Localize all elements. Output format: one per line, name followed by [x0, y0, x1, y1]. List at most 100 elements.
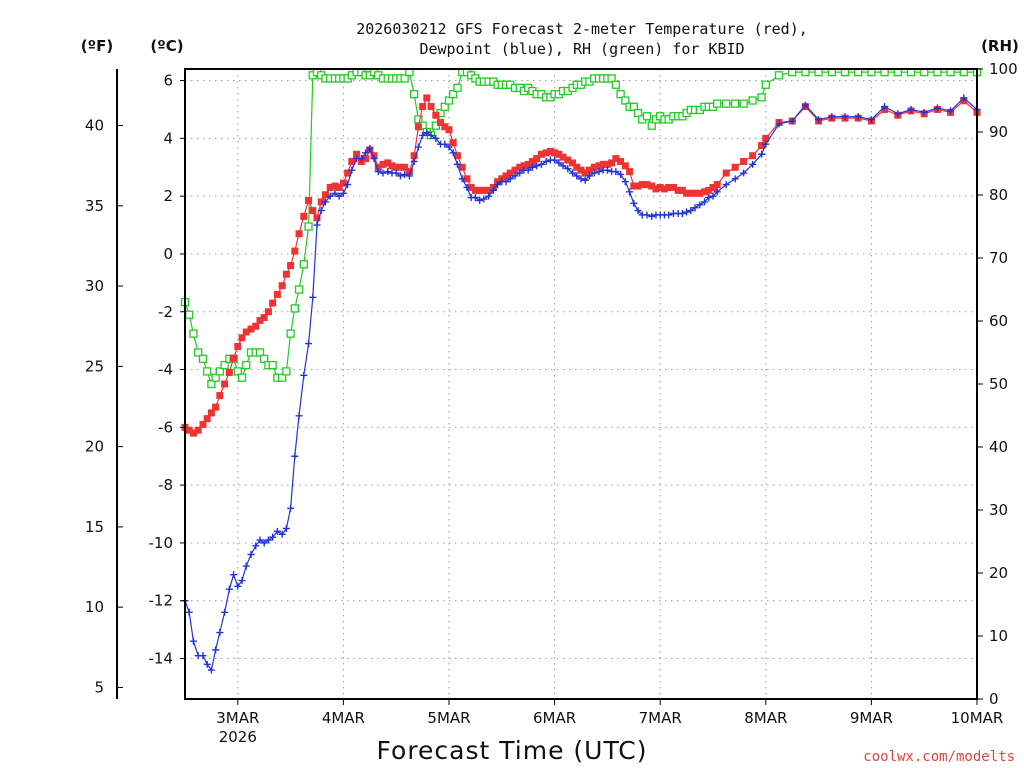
celsius-tick-label: -10 [149, 534, 174, 552]
rh-point [242, 360, 251, 370]
dewpoint-point [590, 169, 598, 177]
temperature-point [617, 157, 625, 165]
chart-title-line2: Dewpoint (blue), RH (green) for KBID [419, 40, 744, 58]
temperature-point [590, 163, 598, 171]
rh-point [449, 90, 458, 99]
dewpoint-point [405, 172, 413, 180]
x-tick-label: 3MAR [216, 709, 259, 727]
temperature-point [595, 162, 603, 170]
rh-point [757, 93, 766, 102]
dewpoint-point [247, 551, 255, 559]
dewpoint-point [621, 178, 629, 186]
temperature-point [273, 290, 281, 298]
celsius-tick-label: -6 [158, 418, 173, 436]
temperature-point [212, 403, 220, 411]
rh-point [194, 348, 203, 357]
dewpoint-point [335, 192, 343, 200]
x-tick-label: 10MAR [951, 709, 1004, 727]
dewpoint-point [458, 175, 466, 183]
dewpoint-point [828, 113, 836, 121]
temperature-point [362, 155, 370, 163]
temperature-point [291, 247, 299, 255]
temperature-point [551, 149, 559, 157]
temperature-point [626, 168, 634, 176]
temperature-point [480, 186, 488, 194]
plot-frame [184, 68, 978, 700]
dewpoint-point [603, 166, 611, 174]
celsius-tick-label: 0 [163, 245, 173, 263]
temperature-point [564, 156, 572, 164]
dewpoint-point [392, 169, 400, 177]
temperature-point [669, 183, 677, 191]
dewpoint-point [225, 585, 233, 593]
temperature-point [264, 308, 272, 316]
dewpoint-point [287, 504, 295, 512]
temperature-point [423, 94, 431, 102]
temperature-point [713, 181, 721, 189]
temperature-point [216, 392, 224, 400]
dewpoint-point [379, 169, 387, 177]
fahrenheit-tick-label: 10 [85, 598, 104, 616]
dewpoint-point [348, 166, 356, 174]
dewpoint-point [480, 195, 488, 203]
rh-point [282, 367, 291, 376]
dewpoint-point [648, 212, 656, 220]
dewpoint-point [665, 211, 673, 219]
dewpoint-point [344, 181, 352, 189]
temperature-point [453, 152, 461, 160]
dewpoint-point [384, 168, 392, 176]
temperature-point [207, 409, 215, 417]
dewpoint-point [581, 176, 589, 184]
credit-label: coolwx.com/modelts [863, 749, 1015, 765]
rh-point [440, 102, 449, 111]
rh-point [453, 83, 462, 93]
rh-point [211, 373, 220, 382]
temperature-point [608, 159, 616, 167]
temperature-point [528, 157, 536, 165]
dewpoint-point [199, 652, 207, 660]
rh-point [713, 99, 722, 108]
fahrenheit-tick-label: 20 [85, 438, 104, 456]
dewpoint-point [573, 172, 581, 180]
rh-point [198, 354, 208, 363]
temperature-point [612, 155, 620, 163]
temperature-point [585, 166, 593, 174]
celsius-tick-label: -2 [158, 303, 173, 321]
temperature-point [542, 149, 550, 157]
rh-point [233, 367, 242, 376]
temperature-point [643, 181, 651, 189]
temperature-point [674, 186, 682, 194]
dewpoint-point [453, 160, 461, 168]
temperature-point [546, 147, 554, 155]
dewpoint-series [181, 94, 981, 674]
temperature-point [449, 139, 457, 147]
rh-point [731, 99, 740, 108]
temperature-point [194, 426, 202, 434]
rh-point [304, 222, 313, 231]
x-tick-label: 4MAR [322, 709, 365, 727]
temperature-point [295, 230, 303, 238]
dewpoint-point [713, 188, 721, 196]
celsius-tick-label: -8 [158, 476, 173, 494]
dewpoint-point [947, 107, 955, 115]
fahrenheit-unit-label: (ºF) [81, 37, 113, 55]
dewpoint-point [471, 194, 479, 202]
dewpoint-point [212, 646, 220, 654]
rh-point [215, 367, 224, 376]
dewpoint-point [331, 189, 339, 197]
dewpoint-point [189, 637, 197, 645]
temperature-point [230, 354, 238, 362]
dewpoint-point [564, 165, 572, 173]
x-tick-label: 8MAR [744, 709, 787, 727]
dewpoint-point [489, 186, 497, 194]
rh-series [180, 68, 982, 389]
rh-tick-label: 10 [989, 627, 1008, 645]
series-layer [180, 68, 982, 674]
dewpoint-point [401, 170, 409, 178]
temperature-point [638, 181, 646, 189]
temperature-point [656, 183, 664, 191]
dewpoint-point [630, 199, 638, 207]
temperature-point [321, 191, 329, 199]
rh-point [294, 285, 304, 294]
rh-point [642, 112, 652, 121]
